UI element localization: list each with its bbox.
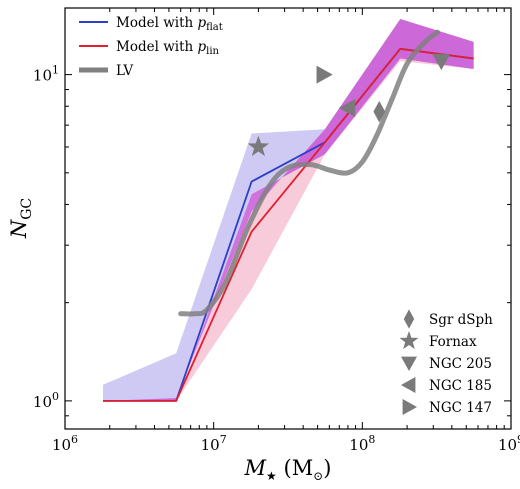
x-tick-label: 107 [201, 433, 227, 454]
band-plin [103, 19, 474, 401]
legend-marker-ngc-147 [402, 399, 417, 415]
y-axis-label: NGC [7, 198, 35, 239]
marker-ngc-147 [316, 65, 333, 84]
legend-label-ngc-205: NGC 205 [429, 356, 492, 372]
y-tick-label: 101 [33, 64, 59, 85]
marker-ngc-205 [432, 53, 451, 71]
band-pflat [103, 19, 474, 401]
marker-ngc-185 [338, 99, 356, 118]
legend-label-lv: LV [116, 63, 133, 79]
line-pflat [103, 47, 474, 402]
legend-label-fornax: Fornax [429, 334, 477, 350]
series-lines [103, 29, 474, 402]
line-plin [103, 47, 474, 402]
legend-marker-fornax [399, 331, 419, 350]
plot-frame [64, 7, 512, 430]
legend-label-plin: Model with plin [116, 39, 220, 57]
legend-marker-sgr-dsph [403, 309, 415, 329]
legend-marker-ngc-185 [401, 377, 416, 393]
legend-label-sgr-dsph: Sgr dSph [429, 312, 493, 328]
x-axis-label: M★ (M⊙) [244, 456, 332, 483]
marker-sgr-dsph [373, 100, 386, 123]
confidence-bands [103, 19, 474, 401]
legend-marker-ngc-205 [401, 356, 417, 371]
x-tick-label: 109 [498, 433, 520, 454]
legend-label-ngc-185: NGC 185 [429, 378, 492, 394]
galaxy-legend: Sgr dSph Fornax NGC 205 NGC 185 NGC 147 [399, 309, 493, 416]
line-lv [178, 29, 440, 317]
marker-fornax [247, 135, 270, 157]
x-tick-label: 108 [349, 433, 375, 454]
axis-ticks [64, 8, 512, 429]
y-tick-label: 100 [33, 390, 59, 411]
legend-label-pflat: Model with pflat [116, 15, 223, 33]
legend-label-ngc-147: NGC 147 [429, 400, 492, 416]
galaxy-markers [247, 53, 451, 157]
tick-labels: 106 107 108 109 100 101 [33, 64, 520, 454]
series-legend: Model with pflat Model with plin LV [79, 15, 223, 79]
x-tick-label: 106 [52, 433, 78, 454]
